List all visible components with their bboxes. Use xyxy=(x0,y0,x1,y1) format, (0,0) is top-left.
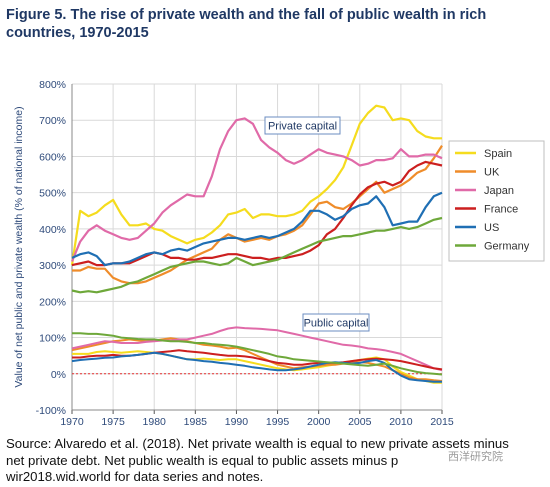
legend-label: Japan xyxy=(484,185,514,197)
source-line-3: wir2018.wid.world for data series and no… xyxy=(6,469,264,484)
x-tick-label: 2005 xyxy=(348,416,372,428)
series-line-private-germany xyxy=(71,216,443,294)
y-tick-label: 0% xyxy=(51,369,66,381)
series-line-private-us xyxy=(71,191,443,267)
series-line-public-us xyxy=(71,351,442,383)
x-tick-label: 1985 xyxy=(184,416,208,428)
y-tick-labels: -100% 0% 100% 200% 300% 400% 500% 600% 700% 800% xyxy=(36,79,66,417)
legend-label: France xyxy=(484,204,518,216)
y-tick-label: 400% xyxy=(39,224,66,236)
source-note: Source: Alvaredo et al. (2018). Net priv… xyxy=(6,436,546,486)
annotation-box xyxy=(264,116,341,135)
legend-label: Germany xyxy=(484,241,530,253)
x-tick-label: 2000 xyxy=(307,416,331,428)
y-tick-label: 200% xyxy=(39,296,66,308)
legend-label: Spain xyxy=(484,148,512,160)
series-lines xyxy=(70,104,443,384)
y-tick-label: 800% xyxy=(39,79,66,91)
y-tick-label: -100% xyxy=(36,405,66,417)
series-line-private-france xyxy=(71,160,443,267)
x-tick-label: 1970 xyxy=(60,416,84,428)
y-tick-label: 500% xyxy=(39,188,66,200)
figure-title: Figure 5. The rise of private wealth and… xyxy=(6,7,487,41)
annotation-label: Private capital xyxy=(268,121,337,133)
legend-box xyxy=(448,140,545,262)
x-tick-label: 1975 xyxy=(101,416,125,428)
y-tick-label: 100% xyxy=(39,333,66,345)
watermark-text: 西洋研究院 xyxy=(448,451,503,463)
y-axis-label: Value of net public and private wealth (… xyxy=(13,106,25,387)
x-tick-labels: 1970 1975 1980 1985 1990 1995 2000 2005 2010 2015 xyxy=(60,416,454,428)
x-tick-label: 2010 xyxy=(389,416,413,428)
source-line-2: net private debt. Net public wealth is e… xyxy=(6,452,399,468)
x-tick-label: 1995 xyxy=(266,416,290,428)
x-tick-label: 1980 xyxy=(143,416,167,428)
x-tick-label: 2015 xyxy=(430,416,454,428)
series-line-public-japan xyxy=(71,326,443,372)
source-line-1: Source: Alvaredo et al. (2018). Net priv… xyxy=(6,436,509,451)
x-tick-label: 1990 xyxy=(225,416,249,428)
y-tick-label: 700% xyxy=(39,115,66,127)
annotation-box xyxy=(302,313,370,332)
series-line-private-spain xyxy=(70,104,442,266)
series-line-public-germany xyxy=(72,332,443,376)
series-line-private-japan xyxy=(70,117,443,262)
legend-label: UK xyxy=(484,167,500,179)
legend: Spain UK Japan France US Germany xyxy=(448,140,545,262)
annotations: Private capital Public capital xyxy=(264,116,370,332)
y-tick-label: 300% xyxy=(39,260,66,272)
y-tick-label: 600% xyxy=(39,151,66,163)
series-line-public-uk xyxy=(71,337,443,382)
annotation-label: Public capital xyxy=(304,318,369,330)
legend-label: US xyxy=(484,222,499,234)
